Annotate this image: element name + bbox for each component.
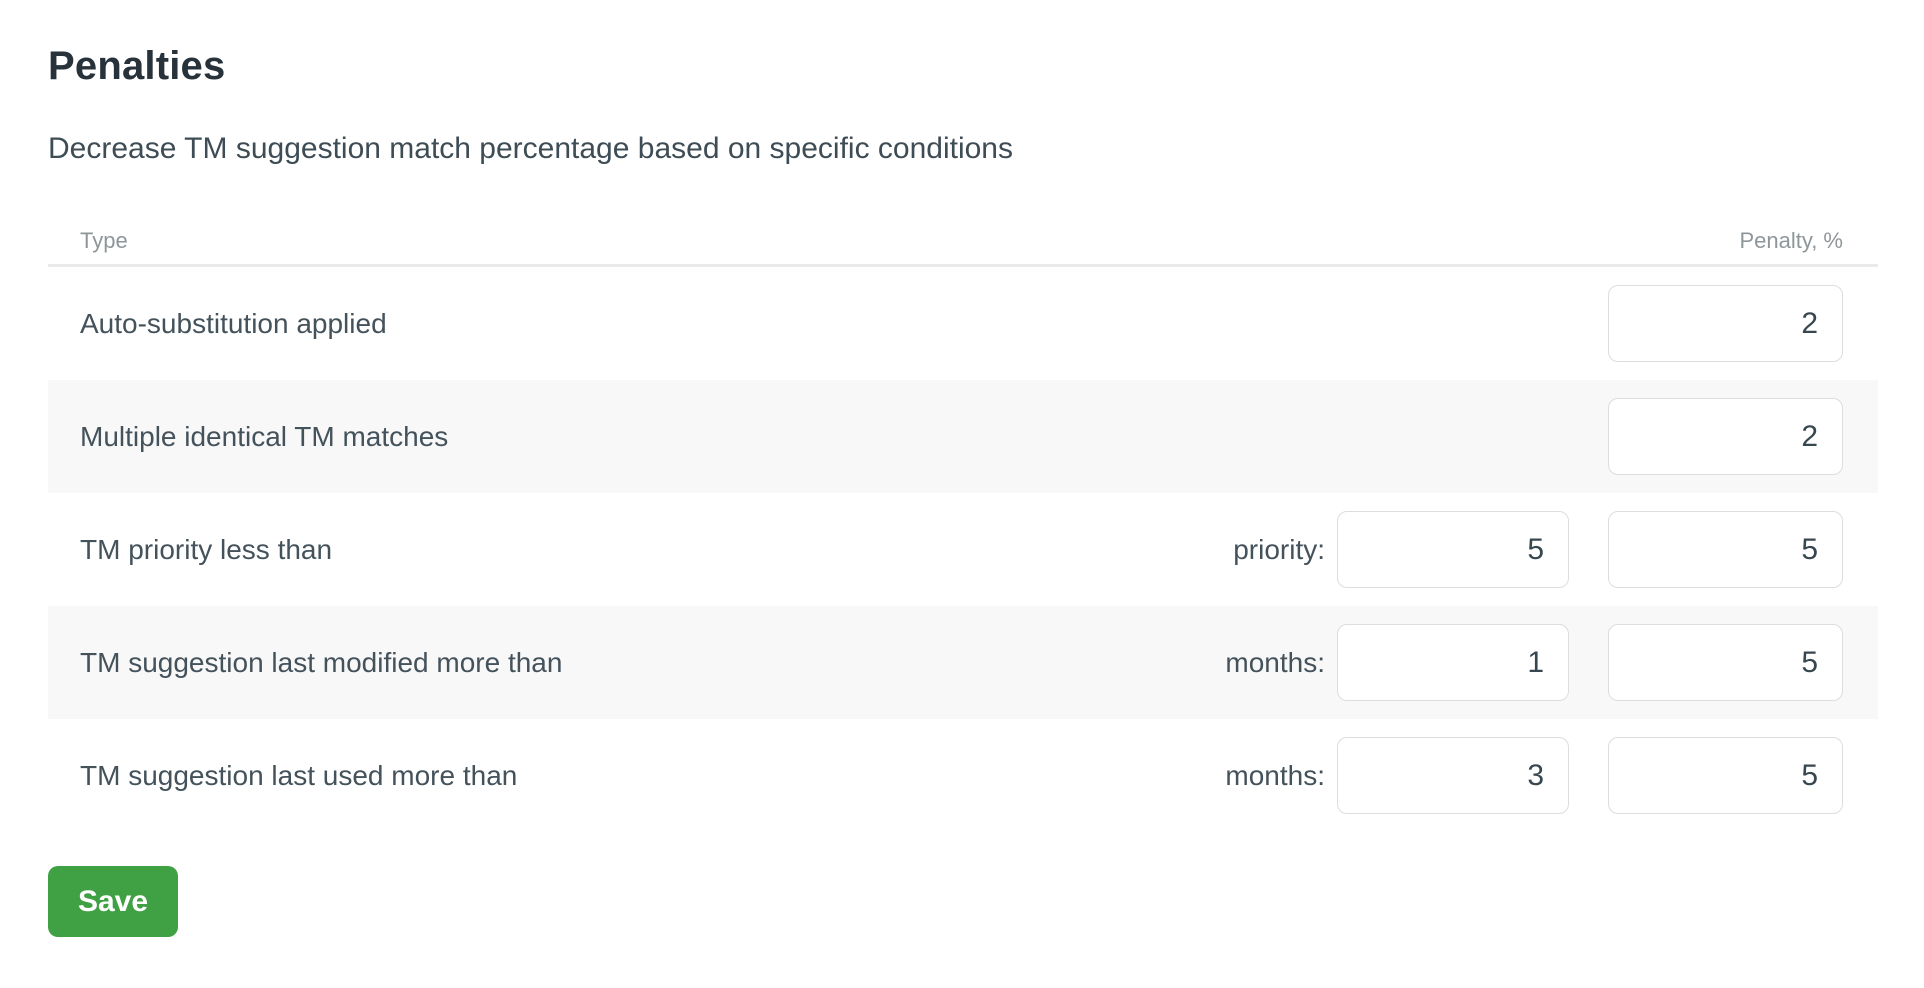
- table-row-multiple-identical: Multiple identical TM matches: [48, 380, 1878, 493]
- row-label: TM priority less than: [80, 533, 333, 565]
- penalties-table: Type Penalty, % Auto-substitution applie…: [48, 206, 1878, 832]
- page-title: Penalties: [48, 44, 226, 88]
- table-row-last-used: TM suggestion last used more than months…: [48, 719, 1878, 832]
- row-label: TM suggestion last modified more than: [80, 646, 563, 678]
- table-header: Type Penalty, %: [48, 206, 1878, 267]
- row-label: Multiple identical TM matches: [80, 420, 449, 452]
- row-label: TM suggestion last used more than: [80, 759, 518, 791]
- table-row-last-modified: TM suggestion last modified more than mo…: [48, 606, 1878, 719]
- page-subtitle: Decrease TM suggestion match percentage …: [48, 132, 1013, 165]
- param-label: priority:: [1233, 533, 1325, 565]
- row-controls: months:: [1225, 737, 1878, 814]
- months-input[interactable]: [1337, 624, 1569, 701]
- penalty-input[interactable]: [1608, 511, 1843, 588]
- column-header-type: Type: [80, 228, 128, 253]
- save-button[interactable]: Save: [48, 866, 178, 937]
- penalties-settings-page: Penalties Decrease TM suggestion match p…: [48, 44, 1878, 937]
- param-label: months:: [1225, 759, 1325, 791]
- penalty-input[interactable]: [1608, 398, 1843, 475]
- table-row-auto-substitution: Auto-substitution applied: [48, 267, 1878, 380]
- param-label: months:: [1225, 646, 1325, 678]
- priority-input[interactable]: [1337, 511, 1569, 588]
- row-label: Auto-substitution applied: [80, 307, 387, 339]
- penalty-input[interactable]: [1608, 285, 1843, 362]
- row-controls: [1608, 285, 1878, 362]
- column-header-penalty: Penalty, %: [1739, 228, 1843, 253]
- row-controls: months:: [1225, 624, 1878, 701]
- row-controls: priority:: [1233, 511, 1878, 588]
- table-row-tm-priority: TM priority less than priority:: [48, 493, 1878, 606]
- row-controls: [1608, 398, 1878, 475]
- months-input[interactable]: [1337, 737, 1569, 814]
- penalty-input[interactable]: [1608, 737, 1843, 814]
- penalty-input[interactable]: [1608, 624, 1843, 701]
